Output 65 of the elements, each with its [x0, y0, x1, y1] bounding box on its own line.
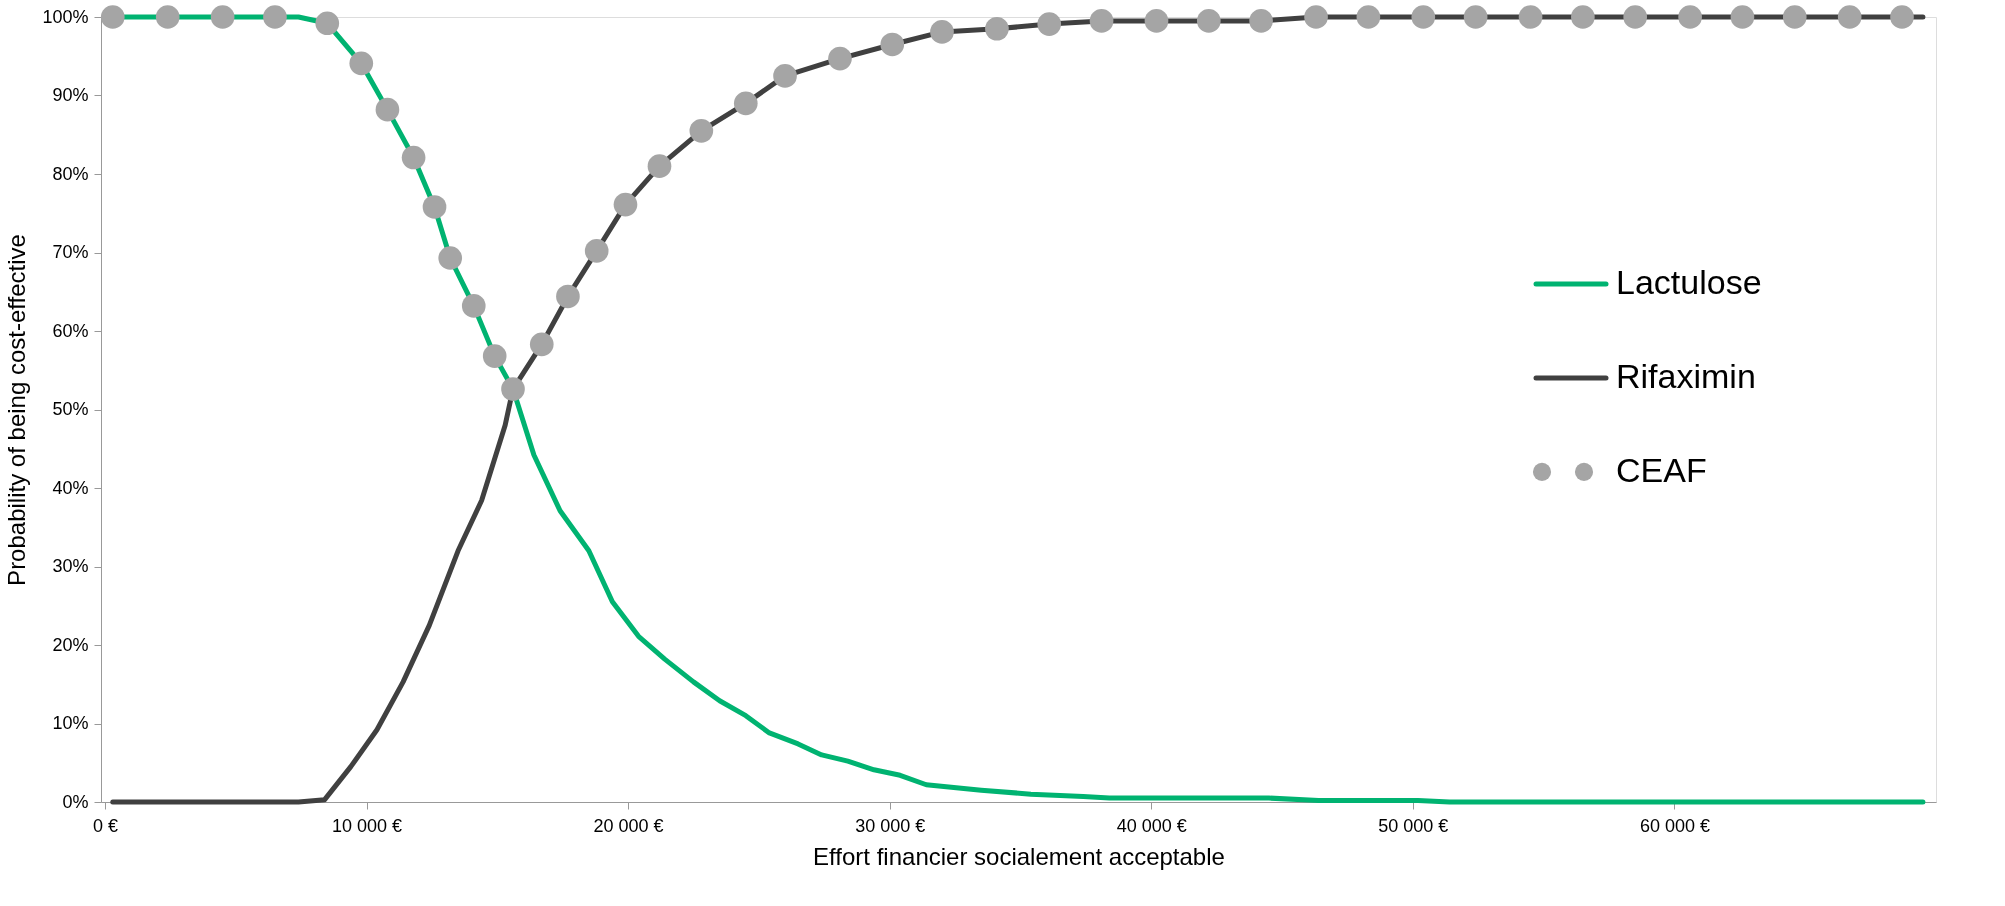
y-tick-label: 60%	[52, 320, 89, 341]
x-tick-label: 10 000 €	[331, 815, 403, 836]
point	[689, 119, 714, 143]
point	[1518, 5, 1543, 29]
legend-label: Rifaximin	[1616, 356, 1756, 395]
y-tick-label: 40%	[52, 477, 89, 498]
point	[1411, 5, 1436, 29]
y-tick-label: 80%	[52, 163, 89, 184]
point	[349, 51, 374, 76]
y-tick-label: 10%	[52, 713, 89, 733]
point	[438, 246, 463, 270]
legend-label: CEAF	[1616, 450, 1707, 489]
x-tick-label: 30 000 €	[855, 815, 926, 836]
point	[210, 5, 235, 29]
point	[1196, 9, 1221, 33]
point	[1890, 5, 1914, 29]
legend-label: Lactulose	[1616, 262, 1762, 301]
point	[482, 344, 507, 368]
y-tick-label: 70%	[52, 242, 89, 262]
y-tick-label: 90%	[52, 85, 89, 105]
point	[1837, 5, 1862, 29]
point	[1304, 5, 1328, 29]
point	[501, 377, 525, 401]
point	[930, 20, 954, 44]
point	[1730, 5, 1755, 29]
point	[556, 284, 580, 309]
point	[375, 97, 400, 122]
point	[422, 195, 447, 219]
x-tick-label: 60 000 €	[1639, 815, 1710, 836]
point	[155, 5, 180, 29]
y-tick-label: 50%	[52, 399, 89, 419]
point	[1249, 9, 1273, 33]
point	[1678, 5, 1702, 29]
x-tick-label: 0 €	[92, 815, 118, 836]
point	[401, 145, 426, 170]
point	[461, 294, 486, 318]
point	[263, 5, 287, 29]
point	[880, 32, 905, 57]
y-tick-label: 0%	[62, 791, 89, 812]
point	[1571, 5, 1595, 29]
point	[1089, 9, 1114, 33]
point	[1623, 5, 1648, 29]
point	[100, 5, 125, 29]
point	[1463, 5, 1488, 29]
x-tick-label: 20 000 €	[593, 815, 664, 836]
y-tick-label: 100%	[42, 6, 89, 27]
point	[828, 46, 852, 71]
x-tick-label: 50 000 €	[1378, 815, 1449, 836]
x-axis-title: Effort financier socialement acceptable	[813, 842, 1225, 870]
point	[773, 64, 797, 88]
point	[1782, 5, 1807, 29]
point	[733, 91, 758, 116]
y-tick-label: 20%	[52, 634, 89, 655]
point	[647, 154, 672, 178]
point	[1037, 12, 1062, 36]
point	[1356, 5, 1381, 29]
y-axis-title: Probability of being cost-effective	[3, 234, 31, 586]
x-tick-label: 40 000 €	[1116, 815, 1187, 836]
y-tick-label: 30%	[52, 556, 89, 576]
point	[1144, 9, 1169, 33]
point	[584, 239, 609, 263]
point	[613, 192, 638, 217]
point	[985, 16, 1009, 41]
point	[315, 11, 340, 36]
point	[529, 332, 554, 357]
